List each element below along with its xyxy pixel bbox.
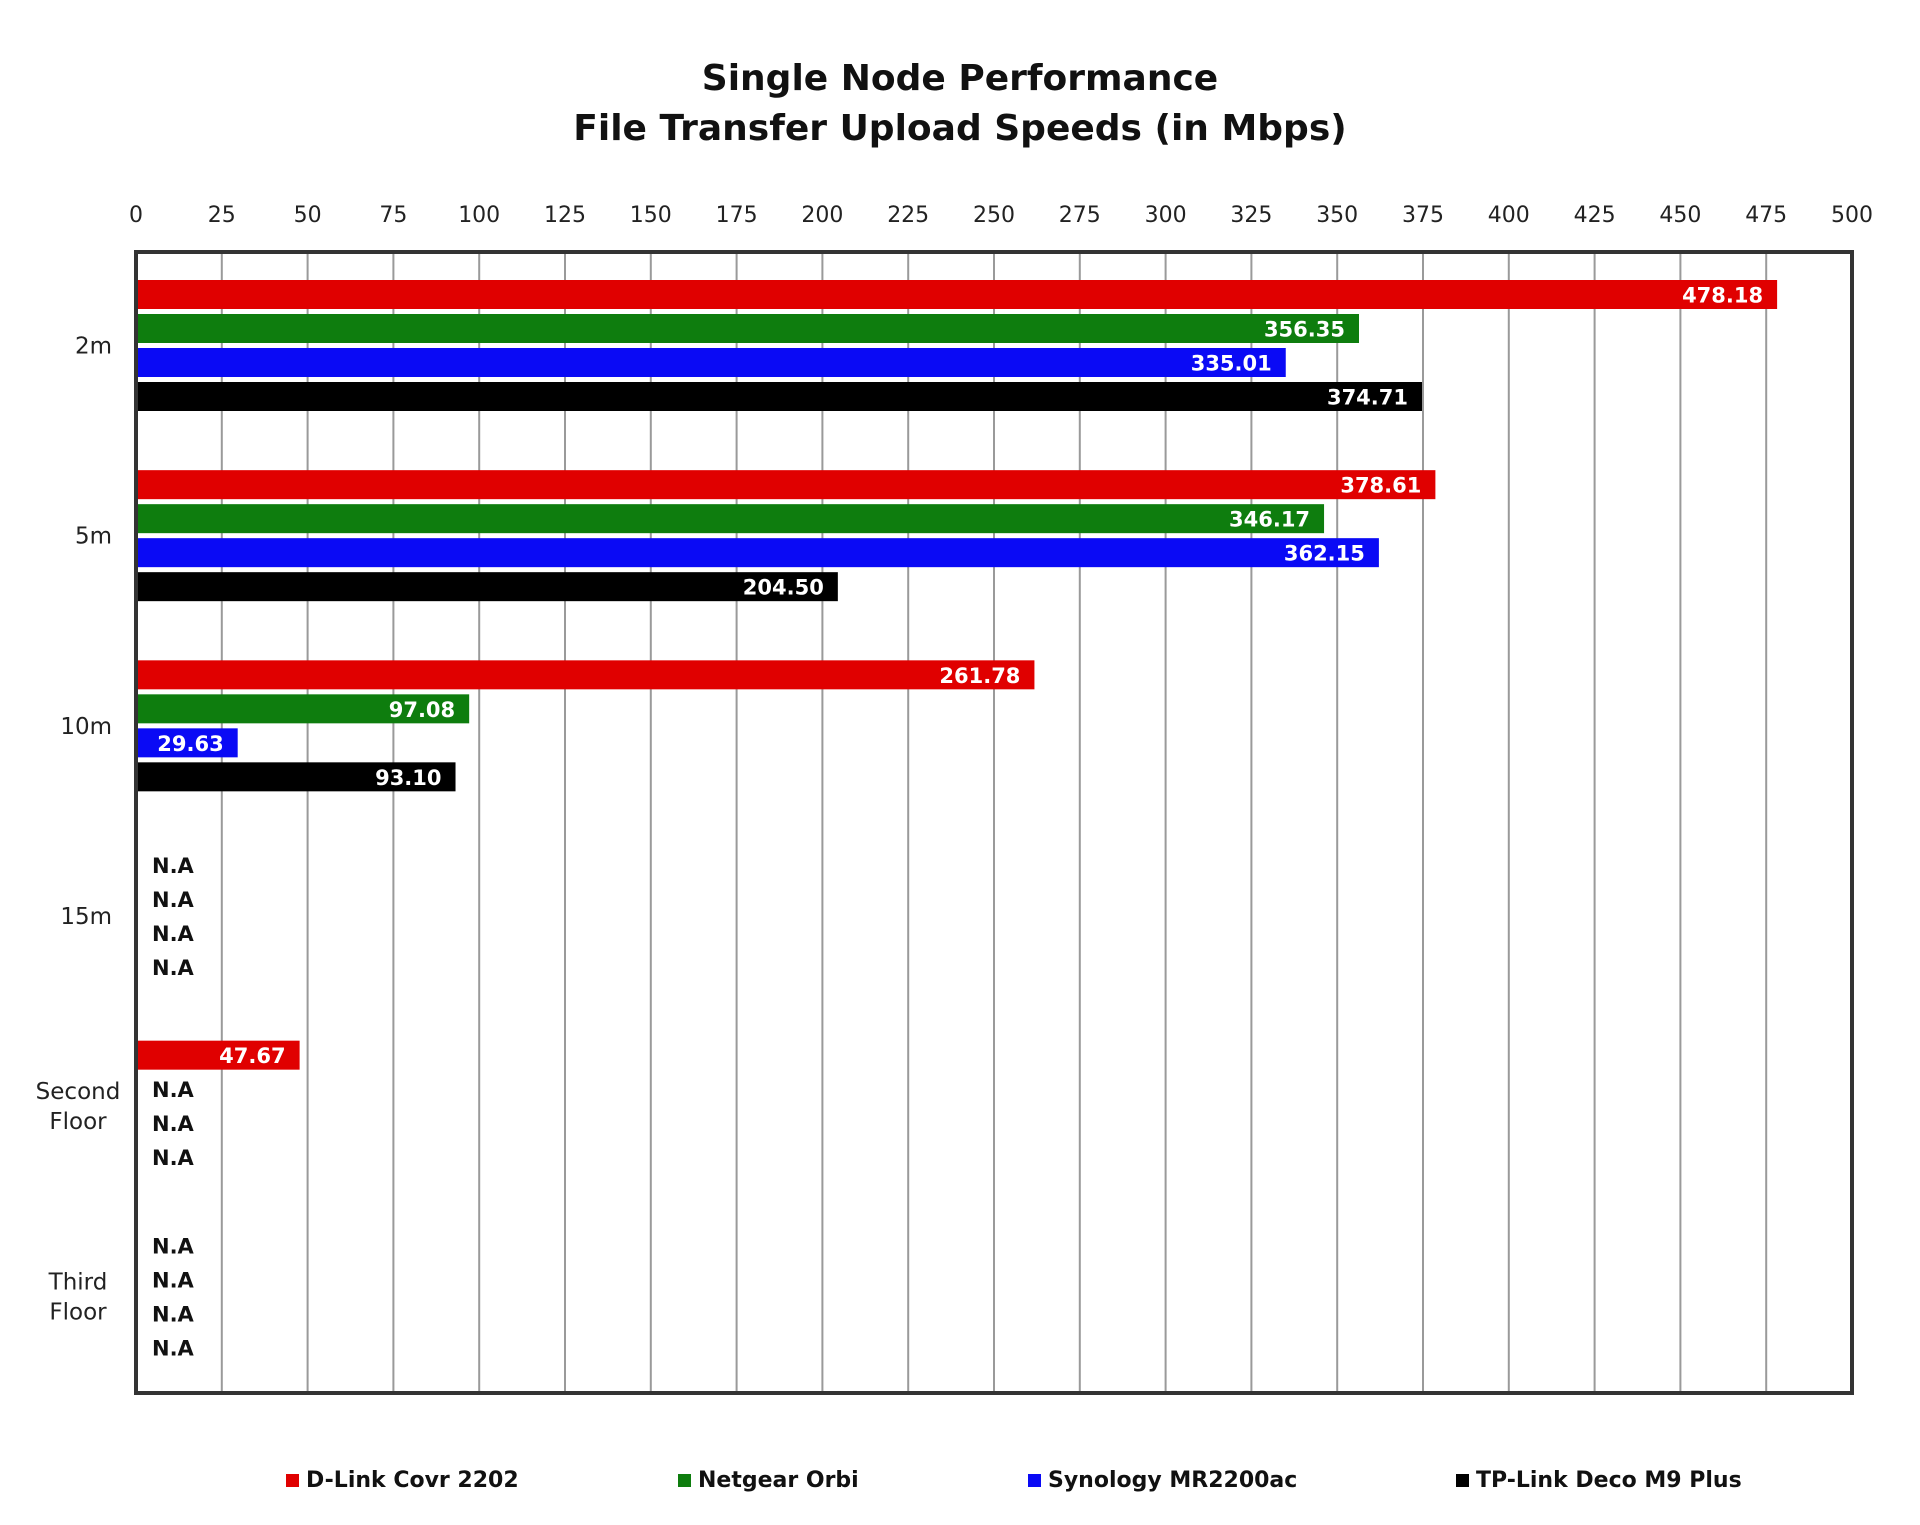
legend-swatch <box>1028 1474 1041 1487</box>
bar <box>136 504 1325 534</box>
data-label: 47.67 <box>219 1044 285 1068</box>
x-tick-label: 100 <box>458 203 500 228</box>
x-tick-label: 400 <box>1488 203 1530 228</box>
na-label: N.A <box>152 1234 195 1258</box>
data-label: 374.71 <box>1327 386 1408 410</box>
x-tick-label: 300 <box>1145 203 1187 228</box>
bar <box>136 572 838 602</box>
data-label: 478.18 <box>1682 284 1763 308</box>
na-label: N.A <box>152 1336 195 1360</box>
bar <box>136 762 456 792</box>
data-label: 93.10 <box>375 766 441 790</box>
data-label: 204.50 <box>743 576 824 600</box>
x-tick-label: 0 <box>129 203 143 228</box>
legend-swatch <box>1456 1474 1469 1487</box>
x-tick-label: 225 <box>887 203 929 228</box>
na-label: N.A <box>152 1146 195 1170</box>
na-label: N.A <box>152 1078 195 1102</box>
legend-item: D-Link Covr 2202 <box>286 1468 519 1493</box>
data-label: 97.08 <box>389 698 455 722</box>
plot-frame <box>134 250 1854 1395</box>
x-tick-label: 200 <box>801 203 843 228</box>
legend-label: Netgear Orbi <box>698 1468 859 1493</box>
data-label: 362.15 <box>1284 542 1365 566</box>
bar <box>136 660 1035 690</box>
category-label: Second Floor <box>36 1079 121 1135</box>
data-label: 378.61 <box>1340 474 1421 498</box>
bar <box>136 538 1379 568</box>
bar <box>136 382 1423 411</box>
bar <box>136 470 1436 500</box>
na-label: N.A <box>152 854 195 878</box>
legend-swatch <box>286 1474 299 1487</box>
data-label: 261.78 <box>939 664 1020 688</box>
category-label: 15m <box>60 904 112 930</box>
na-label: N.A <box>152 1302 195 1326</box>
x-tick-label: 250 <box>973 203 1015 228</box>
na-label: N.A <box>152 1112 195 1136</box>
data-label: 29.63 <box>157 732 223 756</box>
bar <box>136 348 1286 377</box>
x-tick-label: 75 <box>379 203 407 228</box>
x-tick-label: 375 <box>1402 203 1444 228</box>
category-label: Third Floor <box>48 1269 108 1325</box>
x-tick-label: 325 <box>1230 203 1272 228</box>
x-tick-label: 425 <box>1574 203 1616 228</box>
x-tick-label: 25 <box>208 203 236 228</box>
legend-item: Synology MR2200ac <box>1028 1468 1297 1493</box>
chart-title: Single Node Performance <box>701 58 1219 99</box>
na-label: N.A <box>152 922 195 946</box>
chart-subtitle: File Transfer Upload Speeds (in Mbps) <box>573 108 1347 149</box>
x-tick-label: 500 <box>1831 203 1873 228</box>
category-label: 10m <box>60 714 112 740</box>
x-tick-label: 350 <box>1316 203 1358 228</box>
bar <box>136 728 238 758</box>
x-tick-label: 475 <box>1745 203 1787 228</box>
x-tick-label: 275 <box>1059 203 1101 228</box>
na-label: N.A <box>152 888 195 912</box>
category-label: 5m <box>75 524 112 550</box>
bar <box>136 694 470 724</box>
legend-item: TP-Link Deco M9 Plus <box>1456 1468 1742 1493</box>
na-label: N.A <box>152 1268 195 1292</box>
x-tick-label: 125 <box>544 203 586 228</box>
na-label: N.A <box>152 956 195 980</box>
bar <box>136 314 1359 343</box>
x-tick-label: 450 <box>1659 203 1701 228</box>
legend-swatch <box>678 1474 691 1487</box>
legend-label: D-Link Covr 2202 <box>306 1468 519 1493</box>
bar <box>136 1040 300 1070</box>
legend-item: Netgear Orbi <box>678 1468 859 1493</box>
x-tick-label: 50 <box>294 203 322 228</box>
legend-label: Synology MR2200ac <box>1048 1468 1298 1493</box>
legend-label: TP-Link Deco M9 Plus <box>1476 1468 1742 1493</box>
category-label: 2m <box>75 334 112 360</box>
data-label: 356.35 <box>1264 318 1345 342</box>
data-label: 335.01 <box>1191 352 1272 376</box>
x-tick-label: 175 <box>716 203 758 228</box>
legend: D-Link Covr 2202 Netgear Orbi Synology MR2… <box>0 1468 1920 1508</box>
data-label: 346.17 <box>1229 508 1310 532</box>
bar <box>136 280 1778 309</box>
x-tick-label: 150 <box>630 203 672 228</box>
